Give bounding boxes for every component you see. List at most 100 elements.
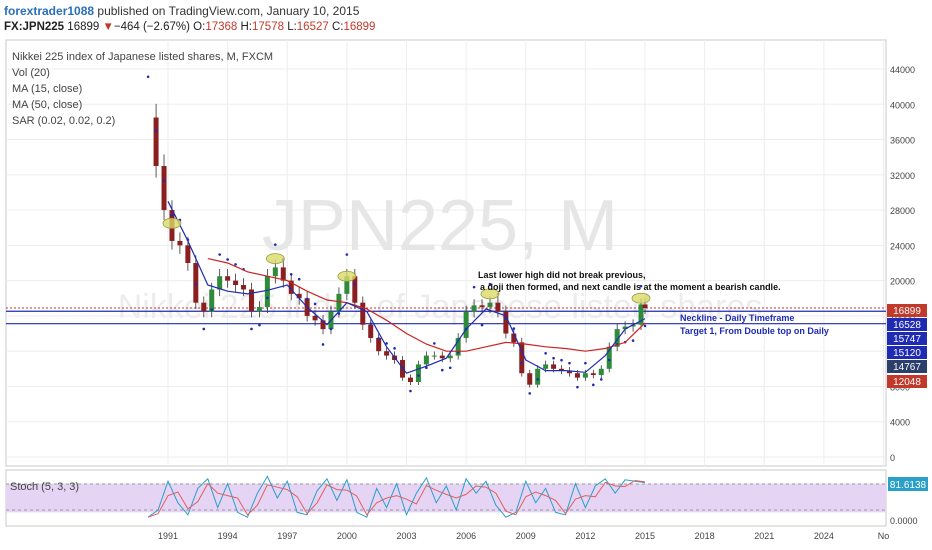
- change: −464 (−2.67%): [113, 21, 190, 33]
- stoch-axis-bottom: 0.0000: [890, 516, 918, 526]
- x-tick-label: 1997: [277, 531, 297, 541]
- sar-dot: [297, 277, 301, 281]
- x-tick-label: 1991: [158, 531, 178, 541]
- candle-body: [543, 364, 549, 369]
- legend-title[interactable]: Nikkei 225 index of Japanese listed shar…: [12, 51, 273, 63]
- target-label: Target 1, From Double top on Daily: [680, 326, 829, 336]
- sar-dot: [146, 75, 150, 79]
- sar-dot: [584, 361, 587, 365]
- candle-body: [551, 364, 557, 369]
- candle-body: [431, 355, 437, 357]
- sar-dot: [417, 374, 420, 377]
- sar-dot: [250, 327, 253, 331]
- peak-highlights: [162, 217, 651, 304]
- sar-dot: [631, 339, 635, 342]
- peak-highlight: [162, 217, 182, 229]
- peak-highlight: [480, 288, 500, 300]
- open-value: 17368: [205, 21, 238, 33]
- candle-body: [344, 276, 350, 294]
- candle-body: [248, 289, 254, 312]
- sar-dot: [639, 284, 643, 288]
- candle-body: [463, 311, 469, 338]
- legend-vol[interactable]: Vol (20): [12, 67, 50, 79]
- candle-body: [225, 276, 231, 281]
- sar-dot: [226, 258, 229, 261]
- candle-body: [503, 311, 509, 334]
- candle-body: [423, 355, 429, 365]
- sar-dot: [369, 322, 373, 325]
- price-tag-text: 16899: [893, 306, 921, 317]
- sar-dot: [274, 243, 277, 246]
- candle-body: [201, 302, 207, 312]
- price-tag: [887, 346, 927, 359]
- watermark-symbol: JPN225, M: [262, 186, 618, 266]
- price-tag: [887, 375, 927, 388]
- price-tag: [887, 318, 927, 331]
- x-tick-label: 1994: [218, 531, 238, 541]
- candle-body: [598, 368, 604, 375]
- candle-body: [185, 245, 191, 263]
- legend-sar[interactable]: SAR (0.02, 0.02, 0.2): [12, 115, 115, 127]
- sar-dot: [560, 358, 563, 362]
- sar-dot: [305, 297, 309, 301]
- candle-body: [360, 302, 366, 325]
- candle-body: [447, 355, 453, 359]
- x-tick-label: 2012: [575, 531, 595, 541]
- legend-ma50[interactable]: MA (50, close): [12, 99, 82, 111]
- price-tag-text: 15120: [893, 348, 921, 359]
- sar-dot: [289, 272, 293, 276]
- candle-body: [296, 293, 302, 299]
- y-tick-label: 32000: [890, 171, 915, 181]
- down-arrow-icon: ▼: [102, 21, 114, 33]
- high-value: 17578: [252, 21, 284, 33]
- main-pane[interactable]: [5, 39, 887, 467]
- candle-body: [407, 377, 413, 383]
- candle-body: [574, 373, 580, 378]
- stoch-value-text: 81.6138: [890, 480, 927, 491]
- candle-body: [217, 276, 223, 290]
- candle-body: [642, 304, 648, 308]
- x-tick-label: 2006: [456, 531, 476, 541]
- legend-ma15[interactable]: MA (15, close): [12, 83, 82, 95]
- sar-dot: [599, 378, 603, 381]
- price-axis[interactable]: 0400080001200016000200002400028000320003…: [890, 65, 915, 463]
- sar-dot: [353, 282, 357, 286]
- y-tick-label: 28000: [890, 206, 915, 216]
- candle-body: [352, 276, 358, 303]
- sar-dot: [607, 358, 611, 362]
- sar-dot: [528, 392, 532, 395]
- peak-highlight: [631, 292, 651, 304]
- sar-dot: [202, 327, 206, 331]
- sar-dot: [552, 356, 555, 360]
- sar-dot: [520, 361, 524, 365]
- candle-body: [368, 324, 374, 338]
- candle-body: [606, 346, 612, 369]
- time-axis[interactable]: 1991 1994 1997 2000 2003 2006 2009 2012 2015 2018…: [158, 531, 889, 541]
- author-link[interactable]: forextrader1088: [4, 4, 95, 18]
- candle-body: [384, 351, 390, 356]
- candle-body: [559, 368, 565, 371]
- candle-body: [153, 117, 159, 166]
- candle-body: [455, 337, 461, 356]
- candle-body: [320, 320, 326, 330]
- sar-dot: [377, 337, 380, 340]
- stoch-k-line: [147, 475, 646, 518]
- candle-body: [241, 285, 247, 290]
- x-tick-label: 2003: [396, 531, 416, 541]
- sar-dot: [425, 366, 428, 370]
- sar-dot: [512, 327, 516, 330]
- stoch-label[interactable]: Stoch (5, 3, 3): [10, 481, 79, 493]
- y-tick-label: 4000: [890, 418, 910, 428]
- candle-body: [312, 315, 318, 321]
- high-label: H:: [240, 21, 253, 33]
- symbol[interactable]: FX:JPN225: [4, 21, 65, 33]
- sar-dot: [643, 324, 647, 328]
- quote-line: FX:JPN225 16899 ▼−464 (−2.67%) O:17368 H…: [4, 21, 375, 33]
- peak-highlight: [337, 270, 357, 282]
- sar-dot: [488, 282, 492, 286]
- candle-body: [590, 373, 596, 375]
- sar-dot: [321, 343, 325, 346]
- candle-body: [479, 305, 485, 308]
- candle-body: [487, 302, 493, 308]
